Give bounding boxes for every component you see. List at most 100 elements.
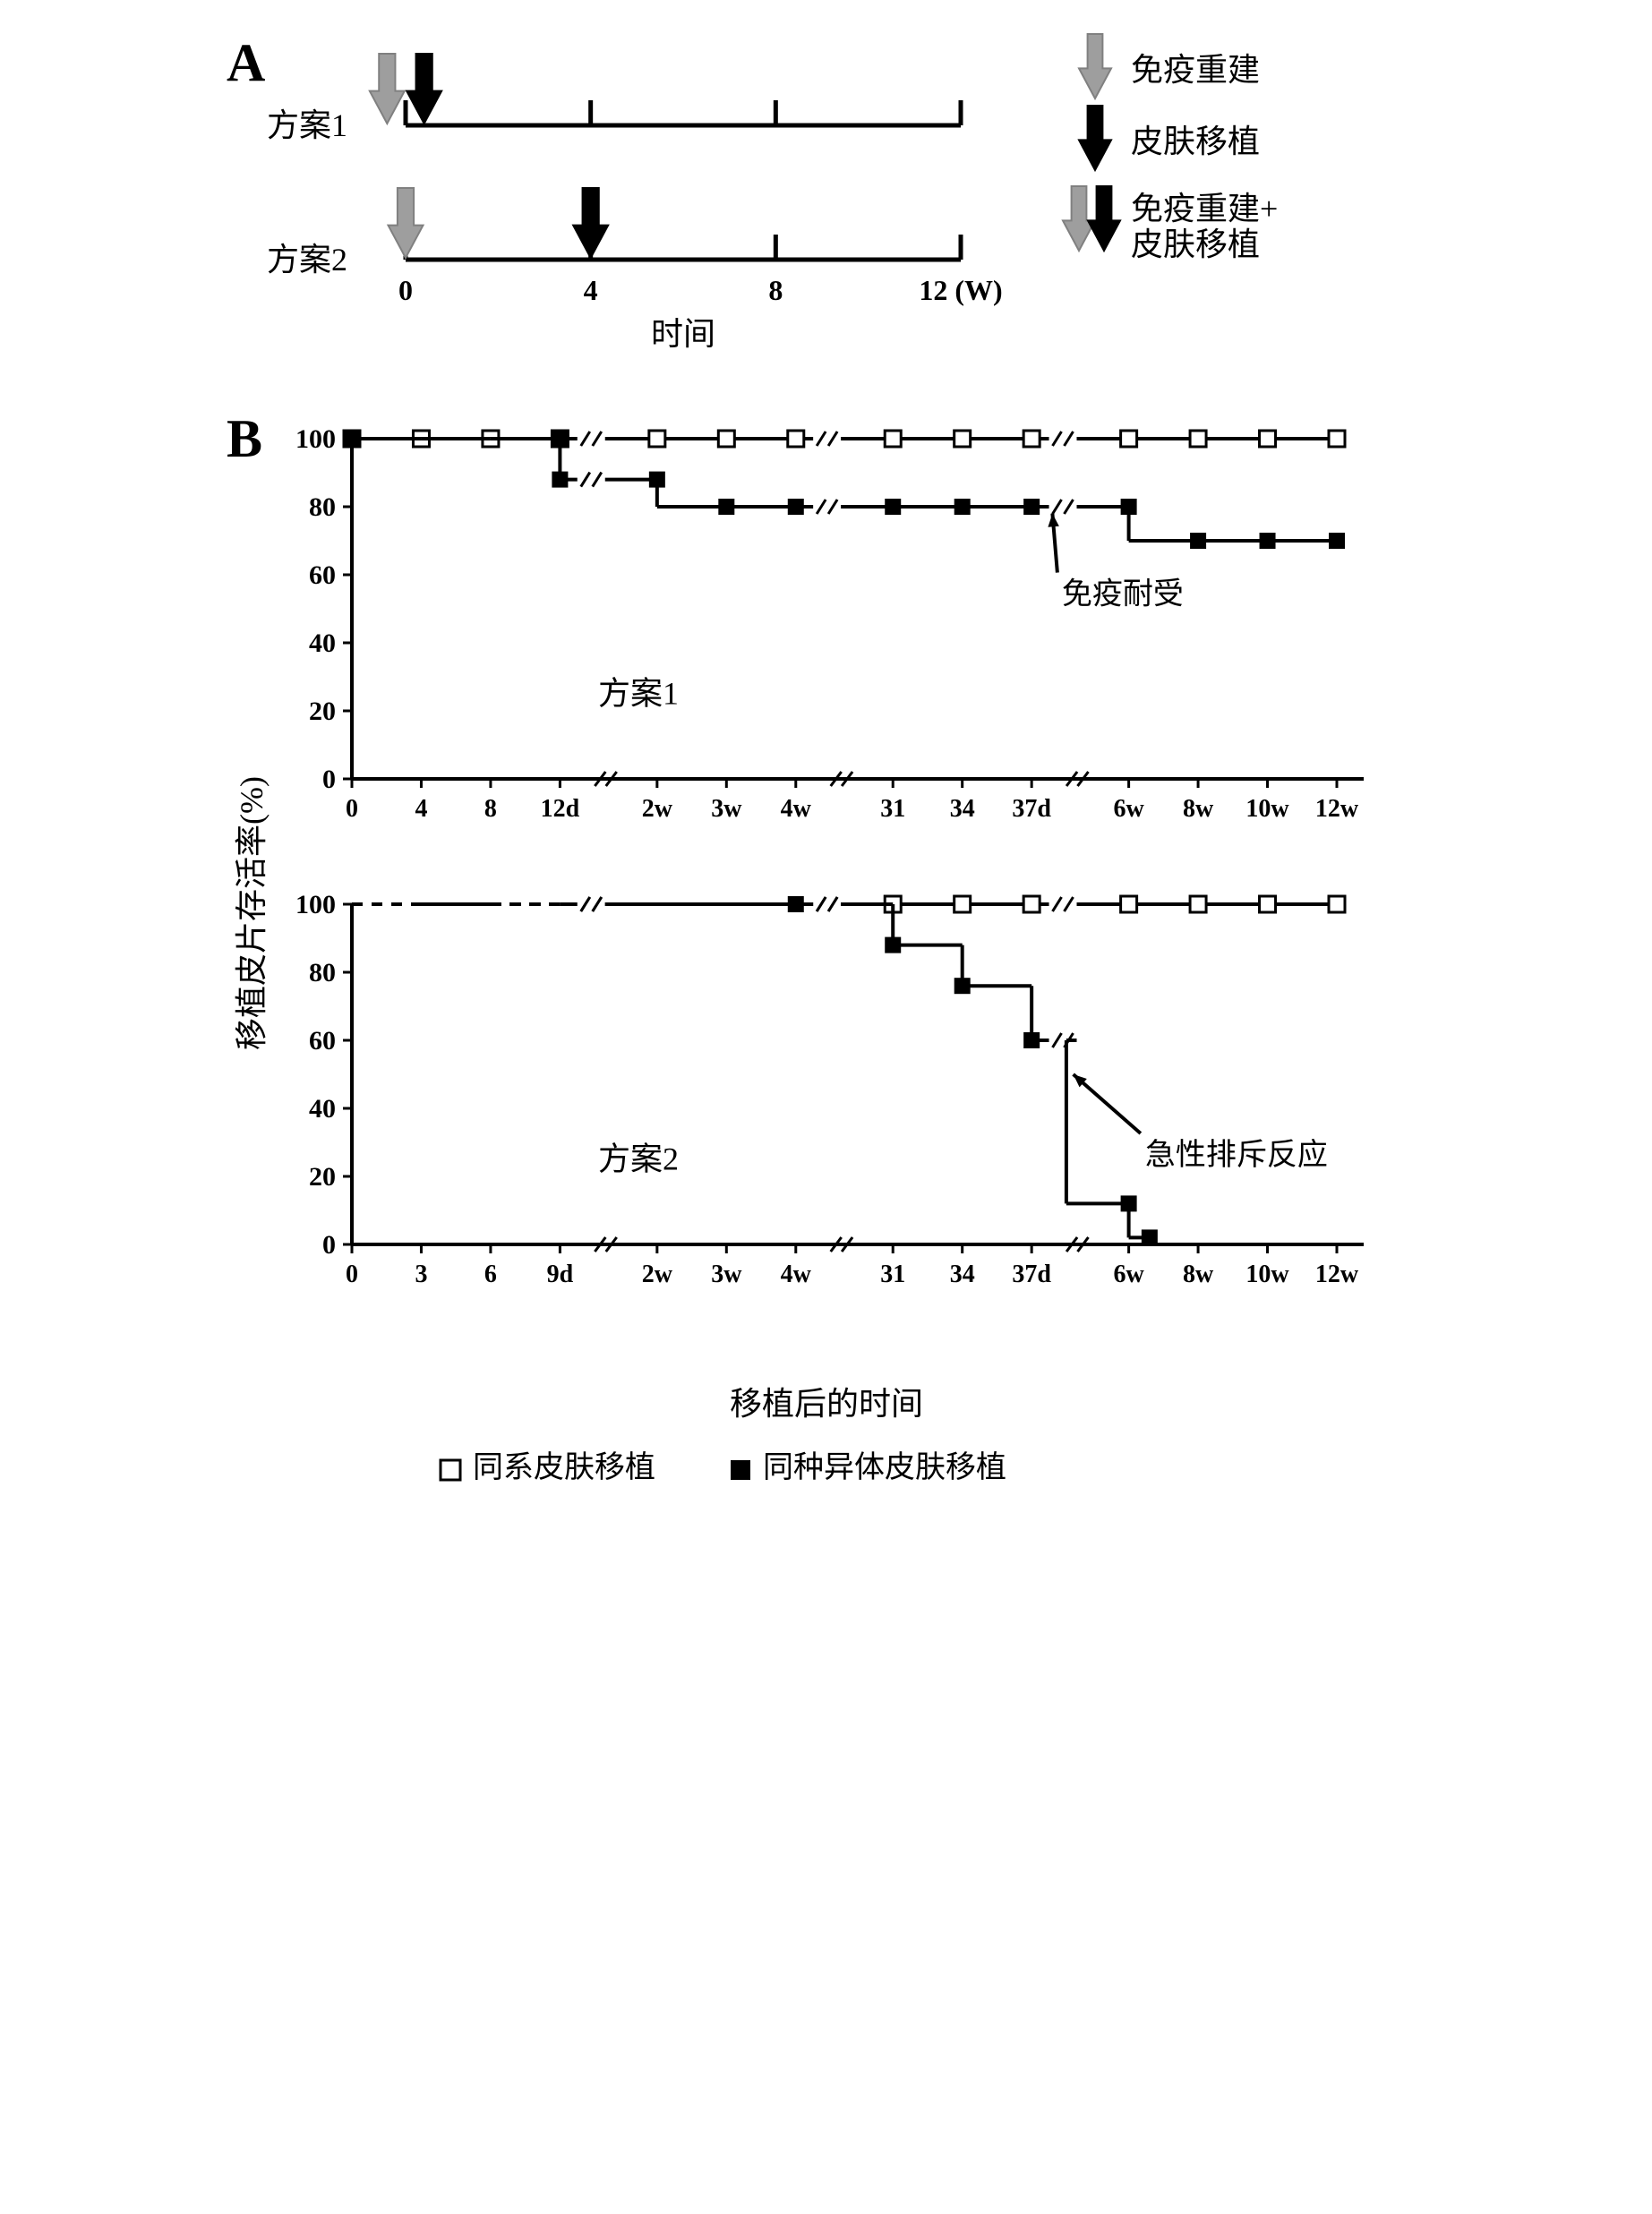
- line-break-icon: [580, 897, 589, 911]
- filled-square-marker: [1329, 533, 1345, 549]
- y-tick-label: 60: [309, 560, 336, 590]
- line-break-icon: [1064, 897, 1073, 911]
- open-square-marker: [1190, 431, 1206, 447]
- line-break-icon: [828, 500, 837, 514]
- chart-title: 方案2: [598, 1141, 679, 1176]
- y-tick-label: 20: [309, 1162, 336, 1192]
- filled-square-marker: [1120, 1195, 1136, 1211]
- x-tick-label: 31: [880, 1261, 905, 1288]
- filled-square-marker: [1141, 1229, 1157, 1245]
- line-break-icon: [592, 897, 601, 911]
- x-tick-label: 4: [583, 274, 597, 306]
- x-tick-label: 8: [768, 274, 783, 306]
- y-axis-label: 移植皮片存活率(%): [234, 776, 270, 1050]
- x-tick-label: 12d: [540, 795, 579, 823]
- open-square-marker: [954, 431, 970, 447]
- figure-root: A方案1方案204812 (W)时间免疫重建皮肤移植免疫重建+皮肤移植B移植皮片…: [200, 18, 1453, 1723]
- row-label: 方案2: [266, 242, 347, 278]
- filled-square-marker: [1023, 1032, 1040, 1048]
- x-tick-label: 10w: [1245, 1261, 1289, 1288]
- y-tick-label: 40: [309, 628, 336, 658]
- y-tick-label: 40: [309, 1094, 336, 1124]
- line-break-icon: [592, 473, 601, 487]
- x-tick-label: 3: [415, 1261, 427, 1288]
- filled-square-marker: [1259, 533, 1275, 549]
- x-tick-label: 6w: [1113, 795, 1144, 823]
- line-break-icon: [1052, 897, 1061, 911]
- figure-svg: A方案1方案204812 (W)时间免疫重建皮肤移植免疫重建+皮肤移植B移植皮片…: [200, 18, 1453, 1719]
- open-square-marker: [1259, 896, 1275, 912]
- line-break-icon: [580, 432, 589, 446]
- filled-square-marker: [552, 472, 568, 488]
- line-break-icon: [828, 897, 837, 911]
- line-break-icon: [1052, 1033, 1061, 1047]
- y-tick-label: 80: [309, 958, 336, 987]
- x-tick-label: 6: [484, 1261, 496, 1288]
- filled-square-marker: [885, 499, 901, 515]
- open-square-marker: [1329, 896, 1345, 912]
- open-square-marker: [1023, 896, 1040, 912]
- line-break-icon: [1064, 432, 1073, 446]
- x-tick-label: 3w: [711, 1261, 742, 1288]
- survival-chart: 0204060801000369d2w3w4w313437d6w8w10w12w…: [295, 890, 1364, 1288]
- x-tick-label: 0: [346, 795, 358, 823]
- filled-square-marker: [787, 499, 803, 515]
- filled-square-marker: [718, 499, 734, 515]
- arrow-icon: [369, 54, 404, 124]
- open-square-marker: [648, 431, 664, 447]
- survival-chart: 02040608010004812d2w3w4w313437d6w8w10w12…: [295, 424, 1364, 823]
- x-tick-label: 9d: [546, 1261, 573, 1288]
- x-tick-label: 12w: [1314, 795, 1358, 823]
- y-tick-label: 0: [322, 1230, 336, 1260]
- filled-square-marker: [954, 978, 970, 994]
- arrow-icon: [1079, 34, 1111, 98]
- filled-square-marker: [885, 937, 901, 953]
- filled-square-marker: [1190, 533, 1206, 549]
- y-tick-label: 80: [309, 492, 336, 522]
- filled-square-marker: [731, 1460, 750, 1480]
- x-tick-label: 12w: [1314, 1261, 1358, 1288]
- arrow-icon: [1088, 186, 1120, 251]
- line-break-icon: [1052, 432, 1061, 446]
- open-square-marker: [441, 1460, 460, 1480]
- legend-item-label: 同系皮肤移植: [473, 1450, 655, 1484]
- legend-label: 免疫重建: [1131, 52, 1260, 88]
- x-tick-label: 2w: [641, 795, 672, 823]
- x-axis-label: 时间: [650, 316, 715, 352]
- line-break-icon: [580, 473, 589, 487]
- annotation-text: 免疫耐受: [1061, 577, 1183, 611]
- chart-title: 方案1: [598, 675, 679, 711]
- x-tick-label: 3w: [711, 795, 742, 823]
- open-square-marker: [954, 896, 970, 912]
- open-square-marker: [1120, 431, 1136, 447]
- x-tick-label: 37d: [1012, 1261, 1051, 1288]
- y-tick-label: 0: [322, 765, 336, 794]
- filled-square-marker: [787, 896, 803, 912]
- legend-item-label: 同种异体皮肤移植: [763, 1450, 1006, 1484]
- x-tick-label: 4: [415, 795, 427, 823]
- x-tick-label: 8w: [1182, 795, 1213, 823]
- line-break-icon: [817, 432, 826, 446]
- row-label: 方案1: [266, 107, 347, 143]
- legend-label: 免疫重建+: [1131, 191, 1278, 227]
- line-break-icon: [1064, 500, 1073, 514]
- arrow-icon: [388, 188, 423, 258]
- filled-square-marker: [1120, 499, 1136, 515]
- legend-label: 皮肤移植: [1131, 124, 1260, 159]
- x-tick-label: 34: [949, 795, 974, 823]
- filled-square-marker: [648, 472, 664, 488]
- line-break-icon: [817, 500, 826, 514]
- x-tick-label: 2w: [641, 1261, 672, 1288]
- panel-a: A方案1方案204812 (W)时间免疫重建皮肤移植免疫重建+皮肤移植: [227, 33, 1278, 352]
- arrow-icon: [1063, 186, 1095, 251]
- y-tick-label: 100: [295, 424, 336, 454]
- y-tick-label: 100: [295, 890, 336, 919]
- open-square-marker: [787, 431, 803, 447]
- open-square-marker: [885, 431, 901, 447]
- filled-square-marker: [954, 499, 970, 515]
- x-tick-label: 8: [484, 795, 496, 823]
- x-tick-label: 8w: [1182, 1261, 1213, 1288]
- filled-square-marker: [344, 431, 360, 447]
- open-square-marker: [718, 431, 734, 447]
- open-square-marker: [1190, 896, 1206, 912]
